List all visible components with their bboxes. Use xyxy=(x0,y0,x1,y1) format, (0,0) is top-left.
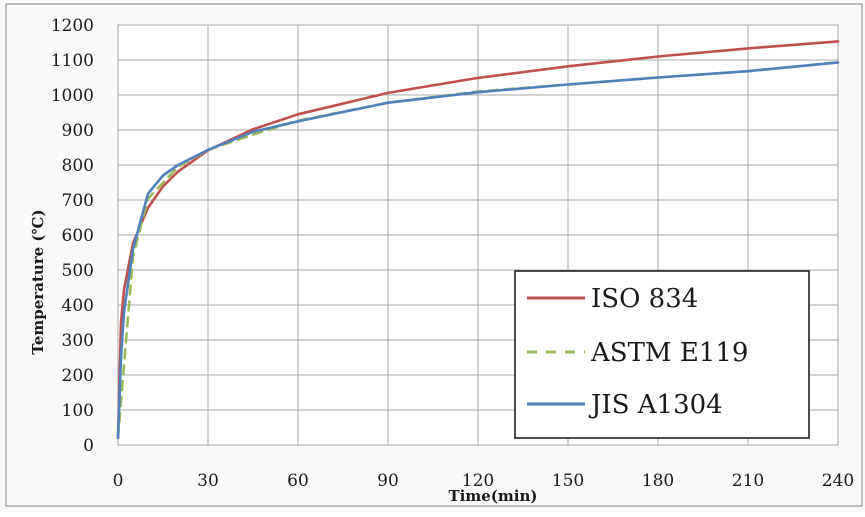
y-tick-label: 700 xyxy=(62,191,94,211)
x-tick-label: 150 xyxy=(552,471,584,491)
legend-label-iso-834: ISO 834 xyxy=(591,284,698,314)
y-tick-label: 1100 xyxy=(51,51,94,71)
y-tick-label: 500 xyxy=(62,261,94,281)
legend-label-astm-e119: ASTM E119 xyxy=(590,338,748,368)
series-line-jis-a1304 xyxy=(116,61,840,440)
y-tick-label: 0 xyxy=(83,436,94,456)
y-tick-label: 800 xyxy=(62,156,94,176)
y-tick-label: 300 xyxy=(62,331,94,351)
y-tick-label: 600 xyxy=(62,226,94,246)
x-tick-label: 120 xyxy=(462,471,494,491)
y-tick-label: 1200 xyxy=(51,16,94,36)
x-tick-label: 60 xyxy=(287,471,309,491)
y-tick-label: 100 xyxy=(62,401,94,421)
x-axis-label: Time(min) xyxy=(449,487,538,505)
outer-border xyxy=(5,3,863,507)
x-tick-label: 0 xyxy=(113,471,124,491)
y-tick-label: 900 xyxy=(62,121,94,141)
y-tick-label: 400 xyxy=(62,296,94,316)
x-tick-label: 240 xyxy=(822,471,854,491)
legend-label-jis-a1304: JIS A1304 xyxy=(588,390,723,420)
y-tick-label: 1000 xyxy=(51,86,94,106)
legend: ISO 834 ASTM E119 JIS A1304 xyxy=(514,270,810,439)
y-axis-label: Temperature (℃) xyxy=(29,209,47,354)
x-tick-label: 180 xyxy=(642,471,674,491)
x-tick-label: 210 xyxy=(732,471,764,491)
y-tick-label: 200 xyxy=(62,366,94,386)
x-tick-label: 30 xyxy=(197,471,219,491)
x-tick-label: 90 xyxy=(377,471,399,491)
